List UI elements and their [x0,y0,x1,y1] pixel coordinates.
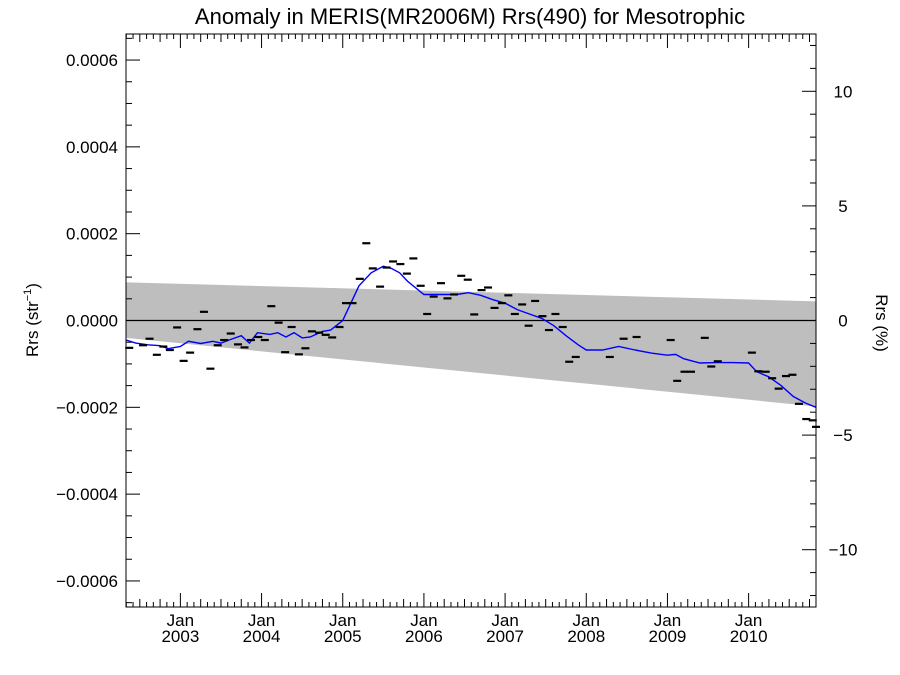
x-tick-label-year: 2010 [730,627,768,646]
x-tick-label-year: 2007 [486,627,524,646]
uncertainty-band [126,282,816,407]
x-tick-label-month: Jan [573,611,600,630]
x-tick-label-month: Jan [167,611,194,630]
y-tick-label-left: −0.0002 [56,398,118,417]
y-tick-label-left: −0.0004 [56,485,118,504]
y-tick-label-right: −10 [829,541,858,560]
x-tick-label-month: Jan [735,611,762,630]
x-tick-label-year: 2009 [649,627,687,646]
y-tick-label-right: 10 [834,82,853,101]
y-tick-label-right: 0 [838,312,847,331]
y-tick-label-left: 0.0006 [66,51,118,70]
x-tick-label-year: 2003 [161,627,199,646]
x-tick-label-month: Jan [410,611,437,630]
y-tick-label-right: −5 [833,426,852,445]
y-tick-label-left: 0.0002 [66,225,118,244]
x-tick-label-month: Jan [654,611,681,630]
x-tick-label-month: Jan [248,611,275,630]
y-axis-right: 10 5 0 −5 −10 [802,44,858,597]
chart-title: Anomaly in MERIS(MR2006M) Rrs(490) for M… [195,4,745,29]
x-tick-label-month: Jan [491,611,518,630]
y-axis-left: 0.0006 0.0004 0.0002 0.0000 −0.0002 −0.0004 −0… [56,37,140,604]
x-tick-label-year: 2005 [324,627,362,646]
x-tick-label-year: 2004 [243,627,281,646]
y-tick-label-right: 5 [838,197,847,216]
y-tick-label-left: 0.0004 [66,138,118,157]
x-tick-label-year: 2006 [405,627,443,646]
y-axis-right-label: Rrs (%) [872,294,891,352]
uncertainty-band-layer [126,282,816,407]
x-tick-label-month: Jan [329,611,356,630]
x-axis: Jan2003Jan2004Jan2005Jan2006Jan2007Jan20… [125,34,811,646]
y-axis-left-label: Rrs (str−1) [22,283,42,357]
running-mean-line [125,265,817,408]
running-mean-layer [125,265,817,408]
y-tick-label-left: 0.0000 [66,312,118,331]
y-tick-label-left: −0.0006 [56,572,118,591]
x-tick-label-year: 2008 [567,627,605,646]
monthly-points-layer [125,242,820,428]
